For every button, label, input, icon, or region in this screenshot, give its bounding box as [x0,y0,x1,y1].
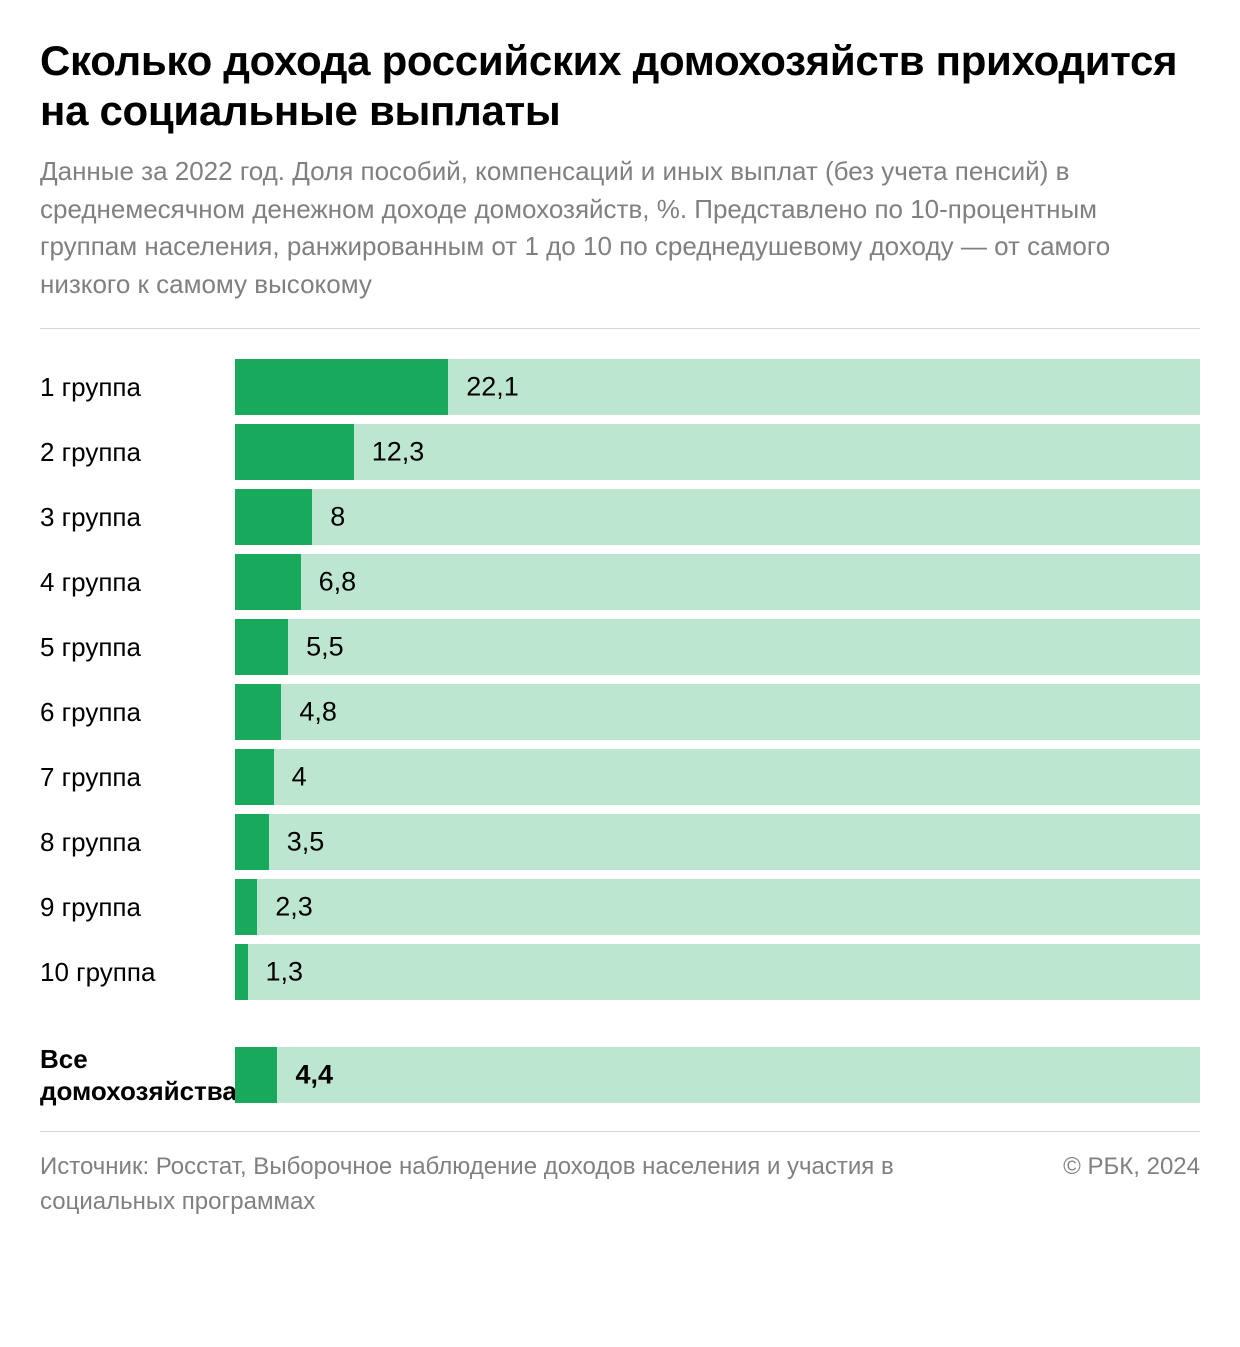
bar-row: 6 группа 4,8 [40,684,1200,740]
row-label: 5 группа [40,631,235,664]
bar-track: 1,3 [235,944,1200,1000]
chart-title: Сколько дохода российских домохозяйств п… [40,36,1200,135]
row-label: 7 группа [40,761,235,794]
bar-track: 12,3 [235,424,1200,480]
bar-fill [235,424,354,480]
bar-row: 2 группа 12,3 [40,424,1200,480]
bar-track: 22,1 [235,359,1200,415]
bar-track: 4 [235,749,1200,805]
bar-chart: 1 группа 22,1 2 группа 12,3 3 группа 8 4 групп… [40,329,1200,1131]
bar-fill [235,814,269,870]
row-label: 2 группа [40,436,235,469]
bar-fill [235,749,274,805]
bar-row: 4 группа 6,8 [40,554,1200,610]
bar-row: 10 группа 1,3 [40,944,1200,1000]
bar-value: 22,1 [466,371,519,402]
row-label: Все домохозяйства [40,1043,235,1108]
chart-footer: Источник: Росстат, Выборочное наблюдение… [40,1132,1200,1220]
bar-value: 2,3 [275,891,313,922]
row-label: 3 группа [40,501,235,534]
bar-value: 5,5 [306,631,344,662]
row-label: 8 группа [40,826,235,859]
bar-background [235,684,1200,740]
bar-track: 2,3 [235,879,1200,935]
bar-background [235,749,1200,805]
bar-value: 4,8 [299,696,337,727]
bar-value: 6,8 [319,566,357,597]
bar-row: 3 группа 8 [40,489,1200,545]
row-label: 9 группа [40,891,235,924]
bar-value: 3,5 [287,826,325,857]
bar-track: 4,4 [235,1047,1200,1103]
row-label: 4 группа [40,566,235,599]
bar-fill [235,944,248,1000]
bar-fill [235,879,257,935]
bar-row: 5 группа 5,5 [40,619,1200,675]
bar-track: 5,5 [235,619,1200,675]
bar-background [235,619,1200,675]
bar-row: 1 группа 22,1 [40,359,1200,415]
row-label: 1 группа [40,371,235,404]
bar-background [235,1047,1200,1103]
footer-copyright: © РБК, 2024 [1043,1150,1200,1185]
bar-value: 4,4 [295,1060,333,1091]
bar-row: 7 группа 4 [40,749,1200,805]
bar-background [235,944,1200,1000]
bar-background [235,489,1200,545]
row-label: 6 группа [40,696,235,729]
bar-row: 9 группа 2,3 [40,879,1200,935]
bar-fill [235,619,288,675]
bar-value: 1,3 [266,956,304,987]
bar-fill [235,359,448,415]
bar-background [235,879,1200,935]
bar-track: 4,8 [235,684,1200,740]
bar-fill [235,489,312,545]
summary-row: Все домохозяйства 4,4 [40,1043,1200,1108]
bar-track: 8 [235,489,1200,545]
bar-background [235,554,1200,610]
bar-value: 4 [292,761,307,792]
chart-subtitle: Данные за 2022 год. Доля пособий, компен… [40,153,1200,304]
footer-source: Источник: Росстат, Выборочное наблюдение… [40,1150,900,1220]
row-label: 10 группа [40,956,235,989]
bar-track: 3,5 [235,814,1200,870]
bar-fill [235,684,281,740]
bar-row: 8 группа 3,5 [40,814,1200,870]
bar-value: 8 [330,501,345,532]
bar-background [235,814,1200,870]
bar-value: 12,3 [372,436,425,467]
bar-track: 6,8 [235,554,1200,610]
bar-fill [235,1047,277,1103]
bar-fill [235,554,301,610]
summary-gap [40,1009,1200,1043]
